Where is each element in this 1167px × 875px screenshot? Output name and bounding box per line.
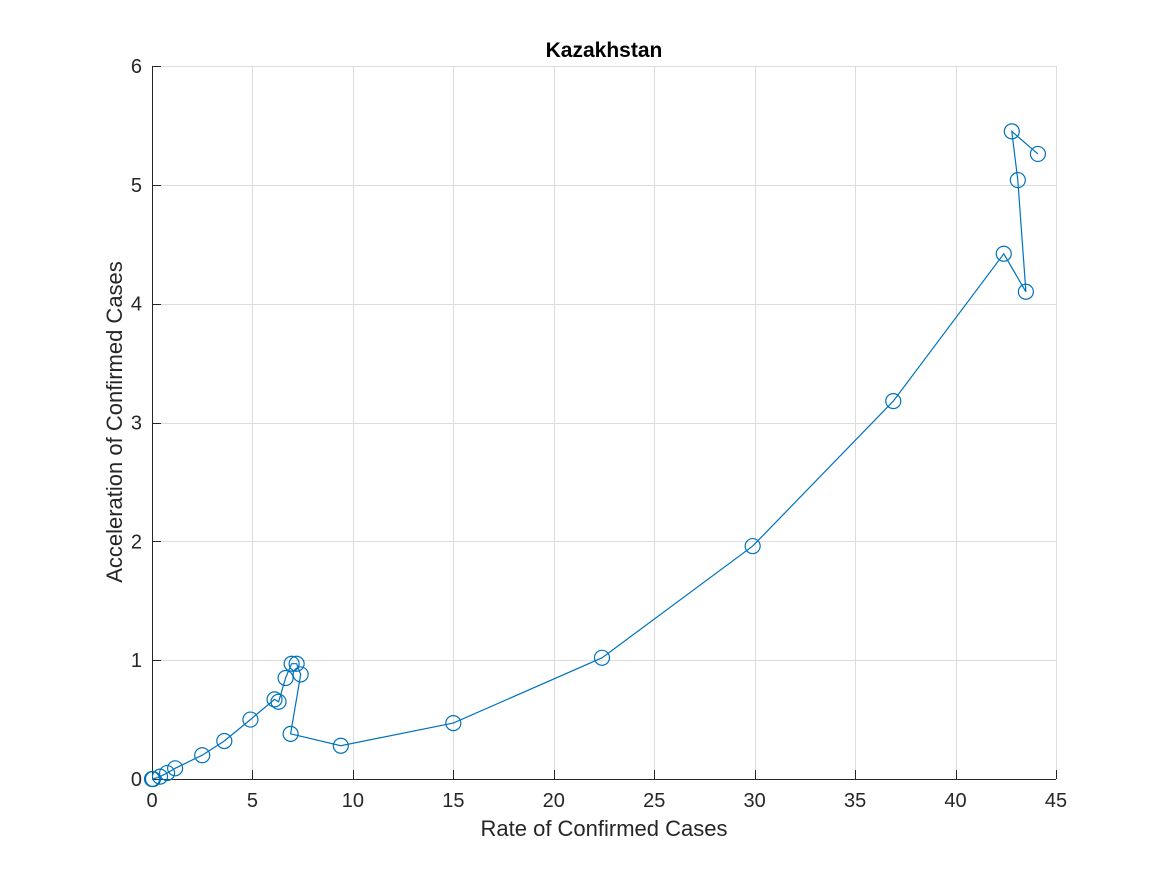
x-tick-label: 25 (643, 790, 665, 812)
x-axis-title: Rate of Confirmed Cases (481, 816, 728, 841)
x-tick-label: 30 (744, 790, 766, 812)
data-point-marker (1029, 145, 1047, 163)
x-tick-label: 0 (146, 790, 157, 812)
data-point-marker (242, 711, 259, 728)
data-point-marker (445, 715, 462, 732)
y-axis-title: Acceleration of Confirmed Cases (102, 261, 127, 583)
data-point-marker (292, 666, 309, 683)
data-point-marker (277, 669, 294, 687)
data-point-marker (270, 693, 287, 710)
series-line (152, 129, 1039, 780)
series-layer (143, 123, 1047, 788)
data-point-marker (158, 764, 176, 782)
x-tick-label: 40 (944, 790, 966, 812)
y-tick-label: 5 (131, 175, 142, 197)
y-tick-label: 4 (131, 294, 142, 316)
data-point-marker (216, 732, 233, 750)
data-point-marker (283, 655, 300, 672)
data-point-marker (282, 725, 299, 742)
y-tick-label: 0 (131, 769, 142, 791)
data-point-marker (744, 537, 761, 555)
axes (152, 66, 1057, 780)
y-tick-label: 2 (131, 531, 142, 553)
data-point-marker (1003, 123, 1020, 140)
data-point-marker (885, 393, 902, 410)
data-point-marker (266, 691, 283, 708)
chart-title: Kazakhstan (546, 39, 663, 62)
data-point-marker (288, 655, 305, 672)
y-tick-label: 1 (131, 650, 142, 672)
x-tick-label: 5 (247, 790, 258, 812)
data-point-marker (144, 770, 162, 788)
x-tick-label: 10 (342, 790, 364, 812)
data-point-marker (194, 747, 211, 764)
x-tick-label: 35 (844, 790, 866, 812)
x-tick-label: 20 (543, 790, 565, 812)
y-tick-label: 6 (131, 56, 142, 78)
x-tick-label: 15 (442, 790, 464, 812)
data-point-marker (167, 760, 184, 777)
data-point-marker (593, 649, 611, 666)
data-point-marker (332, 737, 349, 754)
data-point-marker (1017, 283, 1034, 300)
data-point-marker (995, 245, 1012, 262)
x-tick-label: 45 (1045, 790, 1067, 812)
y-tick-label: 3 (131, 413, 142, 435)
data-point-marker (1009, 171, 1026, 189)
